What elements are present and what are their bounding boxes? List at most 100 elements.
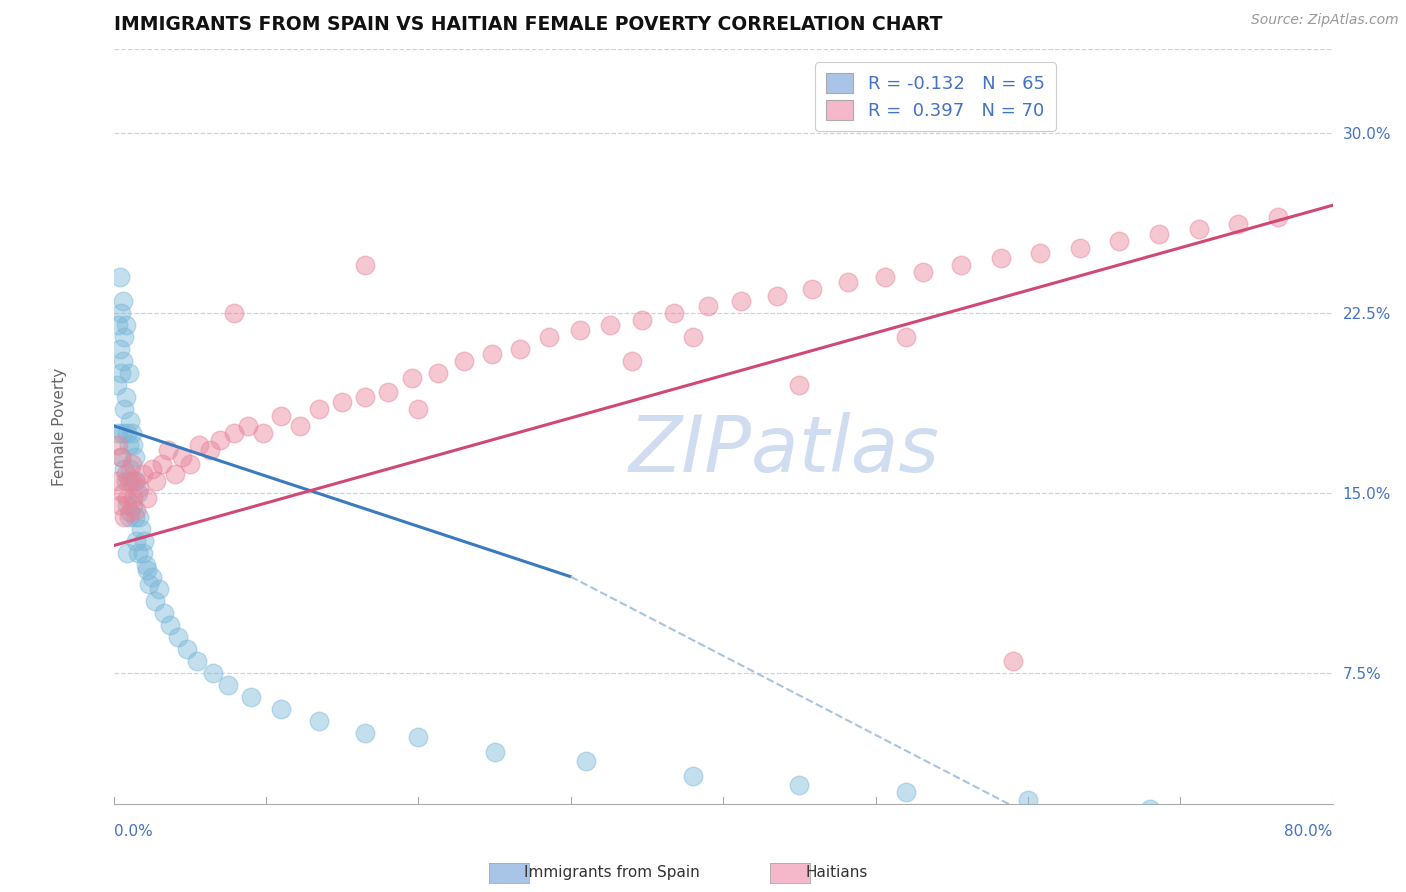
Point [568,323,591,337]
Point [105,474,128,488]
Point [270,701,292,715]
Point [697,299,720,313]
Point [108,498,131,512]
Point [163,467,186,481]
Point [800,282,823,296]
Legend: R = -0.132   N = 65, R =  0.397   N = 70: R = -0.132 N = 65, R = 0.397 N = 70 [815,62,1056,131]
Point [682,769,704,783]
Point [354,725,377,739]
Point [1029,246,1052,260]
Point [141,570,163,584]
Point [107,438,129,452]
Point [172,450,194,464]
Point [153,606,176,620]
Text: IMMIGRANTS FROM SPAIN VS HAITIAN FEMALE POVERTY CORRELATION CHART: IMMIGRANTS FROM SPAIN VS HAITIAN FEMALE … [114,15,942,34]
Point [176,641,198,656]
Point [120,462,142,476]
Point [308,714,330,728]
Point [125,533,148,548]
Point [148,582,170,596]
Point [308,401,330,416]
Point [159,617,181,632]
Point [145,474,167,488]
Point [118,366,141,380]
Point [837,275,859,289]
Point [132,533,155,548]
Point [1001,654,1024,668]
Point [222,306,245,320]
Point [538,330,561,344]
Point [427,366,450,380]
Point [124,474,146,488]
Point [401,371,423,385]
Point [330,394,353,409]
Point [110,450,132,464]
Point [117,491,139,505]
Point [354,390,377,404]
Point [270,409,292,424]
Point [1017,792,1039,806]
Point [107,318,129,332]
Point [509,342,531,356]
Point [111,486,134,500]
Point [1108,234,1130,248]
Point [128,481,150,495]
Point [108,342,131,356]
Point [136,491,159,505]
Point [124,450,146,464]
Point [141,462,163,476]
Point [117,425,139,440]
Point [111,425,134,440]
Text: Female Poverty: Female Poverty [52,368,67,486]
Point [288,418,311,433]
Point [949,258,972,272]
Point [120,505,142,519]
Point [453,354,475,368]
Point [118,509,141,524]
Point [187,438,209,452]
Point [118,438,141,452]
Point [112,330,135,344]
Point [631,313,654,327]
Point [1147,227,1170,241]
Point [110,366,132,380]
Point [121,425,143,440]
Point [730,294,752,309]
Point [112,462,135,476]
Point [1267,211,1289,225]
Point [252,425,274,440]
Point [789,378,811,392]
Point [1139,802,1161,816]
Point [118,474,141,488]
Text: 0.0%: 0.0% [114,823,152,838]
Point [114,318,136,332]
Text: 80.0%: 80.0% [1285,823,1333,838]
Point [894,785,917,799]
Point [122,438,145,452]
Point [484,745,506,759]
Text: Haitians: Haitians [806,865,868,880]
Point [110,306,132,320]
Point [894,330,917,344]
Point [1227,218,1250,232]
Point [166,630,188,644]
Point [682,330,704,344]
Point [114,390,136,404]
Point [664,306,686,320]
Point [105,378,128,392]
Point [124,509,146,524]
Point [125,502,148,516]
Point [198,442,221,457]
Point [150,457,173,471]
Point [157,442,180,457]
Point [239,690,262,704]
Point [107,425,129,440]
Point [110,450,132,464]
Point [128,509,150,524]
Point [117,498,139,512]
Point [135,558,157,572]
Point [1069,241,1091,255]
Point [1188,222,1211,236]
Point [122,491,145,505]
Point [1246,809,1268,823]
